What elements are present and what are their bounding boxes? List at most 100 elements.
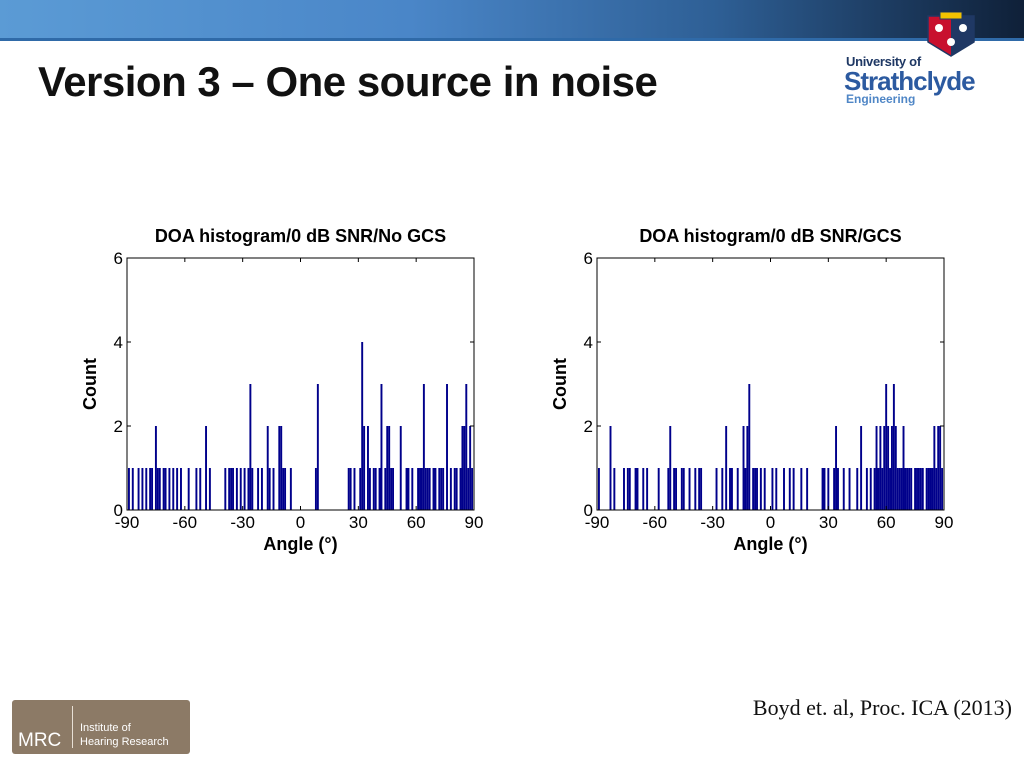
histogram-bar [736,468,739,510]
histogram-bar [763,468,766,510]
histogram-bar [372,468,375,510]
histogram-bar [180,468,182,510]
x-tick-label: 0 [296,513,305,532]
histogram-bar [459,468,462,510]
histogram-bar [646,468,649,510]
histogram-bar [449,468,452,510]
mrc-institute-line1: Institute of [80,722,131,734]
logo-text-engineering: Engineering [846,92,916,106]
histogram-bar [224,468,227,510]
x-tick-label: 90 [935,513,954,532]
histogram-bar [759,468,762,510]
histogram-bar [892,384,895,510]
histogram-bar [881,468,884,510]
mrc-abbreviation: MRC [18,730,62,751]
histogram-bar [162,468,165,510]
histogram-bar [806,468,809,510]
chart-title: DOA histogram/0 dB SNR/No GCS [155,226,446,246]
citation: Boyd et. al, Proc. ICA (2013) [752,695,1012,720]
histogram-bar [682,468,685,510]
header-rule [0,38,1024,41]
histogram-bar [890,426,893,510]
histogram-bar [164,468,167,510]
histogram-bar [835,426,838,510]
histogram-bar [289,468,292,510]
x-tick-label: -90 [115,513,140,532]
histogram-bar [623,468,625,510]
histogram-bar [837,468,839,510]
histogram-bar [232,468,234,510]
histogram-gcs-svg: DOA histogram/0 dB SNR/GCS-90 -60 -30 0 30 60… [550,226,954,554]
histogram-bar [917,468,920,510]
histogram-bar [746,426,749,510]
histogram-bar [788,468,791,510]
histogram-bar [368,468,371,510]
histogram-bar [257,468,260,510]
histogram-bar [875,426,878,510]
histogram-bar [877,468,880,510]
histogram-bar [156,468,159,510]
histogram-bar [168,468,171,510]
x-tick-label: -30 [230,513,255,532]
histogram-bar [914,468,917,510]
histogram-bar [282,468,285,510]
histogram-bar [904,468,907,510]
histogram-bar [675,468,678,510]
histogram-bar [800,468,803,510]
histogram-bar [916,468,918,510]
histogram-bar [856,468,859,510]
histogram-bar [910,468,913,510]
histogram-bar [860,426,863,510]
histogram-bar [902,426,905,510]
y-tick-label: 0 [114,501,123,520]
x-tick-label: 60 [877,513,896,532]
histogram-bar [272,468,275,510]
histogram-bar [634,468,637,510]
histogram-bar [247,468,250,510]
histogram-bar [744,468,747,510]
histogram-gcs: DOA histogram/0 dB SNR/GCS -90 -60 -30 0 30 60… [540,215,970,565]
x-axis-label: Angle (°) [733,534,807,554]
y-tick-label: 4 [114,333,123,352]
histogram-bar [688,468,691,510]
histogram-bar [424,468,427,510]
histogram-bar [694,468,697,510]
histogram-bar [597,468,600,510]
y-tick-label: 6 [584,249,593,268]
histogram-bar [235,468,238,510]
slide-title: Version 3 – One source in noise [38,58,658,105]
histogram-bar [249,384,252,510]
histogram-bar [432,468,435,510]
histogram-bar [349,468,352,510]
y-tick-label: 2 [584,417,593,436]
histogram-bar [885,384,888,510]
histogram-bar [446,384,448,510]
histogram-bar [771,468,774,510]
x-axis-label: Angle (°) [263,534,337,554]
histogram-bar [195,468,198,510]
histogram-bar [865,468,868,510]
x-tick-label: 30 [349,513,368,532]
histogram-bar [927,468,930,510]
histogram-bar [898,468,901,510]
y-tick-label: 2 [114,417,123,436]
y-tick-label: 4 [584,333,593,352]
x-tick-label: -30 [700,513,725,532]
histogram-bar [208,468,211,510]
x-tick-label: 90 [465,513,484,532]
header-gradient-bar [0,0,1024,38]
histogram-bar [374,468,377,510]
histogram-bar [879,426,882,510]
histogram-bar [405,468,408,510]
histogram-bar [266,426,269,510]
histogram-bar [384,468,387,510]
histogram-bar [673,468,676,510]
histogram-bar [636,468,639,510]
histogram-bar [908,468,911,510]
x-tick-label: -60 [643,513,668,532]
histogram-bar [392,468,394,510]
histogram-bar [465,384,468,510]
histogram-bar [154,426,157,510]
histogram-bar [268,468,271,510]
histogram-bar [463,426,466,510]
